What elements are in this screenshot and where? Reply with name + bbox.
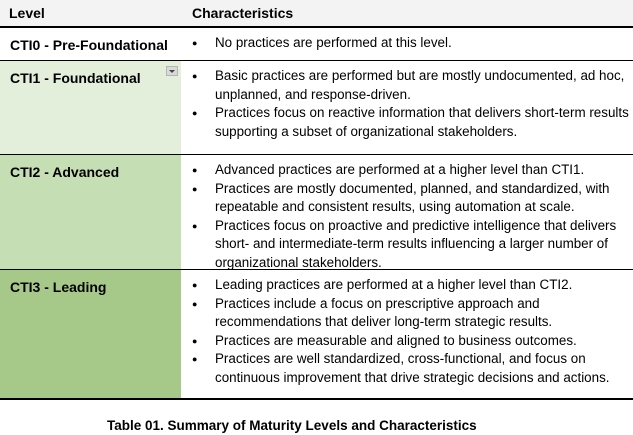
table-row-cti2: CTI2 - Advanced Advanced practices are p… [0,155,633,270]
list-item: Practices focus on proactive and predict… [181,217,629,273]
level-cell: CTI0 - Pre-Foundational [0,28,181,60]
chevron-down-icon[interactable] [166,66,178,76]
characteristics-cell: Advanced practices are performed at a hi… [181,155,633,270]
level-label: CTI1 - Foundational [10,70,141,86]
list-item: Basic practices are performed but are mo… [181,67,629,104]
list-item: Leading practices are performed at a hig… [181,276,629,295]
table-caption: Table 01. Summary of Maturity Levels and… [107,418,477,433]
level-label: CTI3 - Leading [10,279,107,295]
level-cell: CTI2 - Advanced [0,155,181,269]
table-row-cti1: CTI1 - Foundational Basic practices are … [0,61,633,154]
header-level: Level [9,5,45,21]
row-divider [0,154,633,155]
level-label: CTI2 - Advanced [10,164,120,180]
characteristics-list: Advanced practices are performed at a hi… [181,161,629,273]
table-header-row: Level Characteristics [0,0,633,28]
row-divider [0,269,633,270]
table-row-cti0: CTI0 - Pre-Foundational No practices are… [0,28,633,60]
table-row-cti3: CTI3 - Leading Leading practices are per… [0,270,633,398]
level-cell: CTI1 - Foundational [0,61,181,154]
level-cell: CTI3 - Leading [0,270,181,398]
characteristics-cell: Basic practices are performed but are mo… [181,61,633,154]
table-bottom-border [0,398,633,400]
list-item: Practices are measurable and aligned to … [181,332,629,351]
maturity-levels-table: Level Characteristics CTI0 - Pre-Foundat… [0,0,633,399]
characteristics-list: Leading practices are performed at a hig… [181,276,629,388]
level-label: CTI0 - Pre-Foundational [10,37,168,53]
list-item: Practices are mostly documented, planned… [181,180,629,217]
list-item: Practices are well standardized, cross-f… [181,350,629,387]
characteristics-cell: No practices are performed at this level… [181,28,633,60]
header-characteristics: Characteristics [192,5,294,21]
list-item: Practices include a focus on prescriptiv… [181,295,629,332]
list-item: Advanced practices are performed at a hi… [181,161,629,180]
list-item: No practices are performed at this level… [181,34,629,53]
characteristics-list: No practices are performed at this level… [181,34,629,53]
characteristics-cell: Leading practices are performed at a hig… [181,270,633,398]
list-item: Practices focus on reactive information … [181,104,629,141]
row-divider [0,60,633,61]
characteristics-list: Basic practices are performed but are mo… [181,67,629,141]
